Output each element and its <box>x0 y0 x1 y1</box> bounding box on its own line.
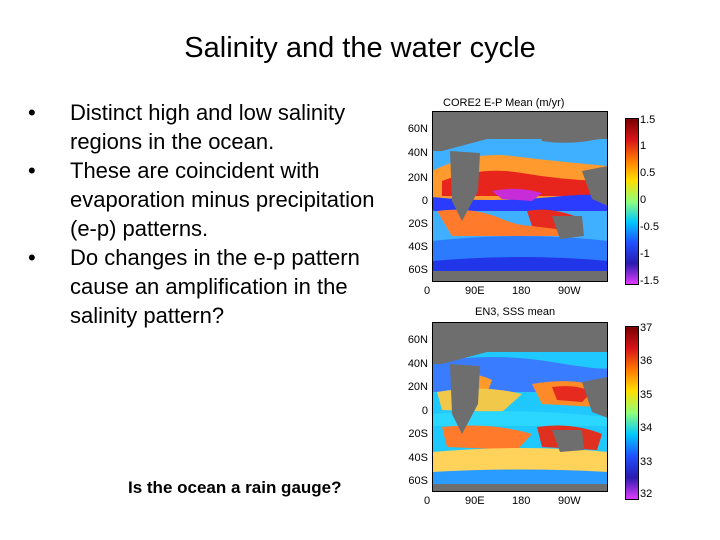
bullet-dot: • <box>28 158 36 183</box>
sss-map-title: EN3, SSS mean <box>475 306 556 318</box>
lon-label: 90W <box>558 495 581 507</box>
colorbar-tick: 33 <box>640 456 653 468</box>
ep-colorbar <box>625 118 639 285</box>
colorbar-tick: -0.5 <box>640 221 659 233</box>
colorbar-tick: 32 <box>640 488 653 500</box>
lat-label: 60N <box>407 334 428 346</box>
colorbar-tick: -1.5 <box>640 275 659 287</box>
ep-map-title: CORE2 E-P Mean (m/yr) <box>443 97 565 109</box>
colorbar-tick: 36 <box>640 355 653 367</box>
sss-colorbar <box>625 326 639 500</box>
colorbar-tick: 34 <box>640 422 653 434</box>
rain-gauge-question: Is the ocean a rain gauge? <box>128 478 342 497</box>
bullet-dot: • <box>28 245 36 270</box>
lat-label: 0 <box>421 405 428 417</box>
bullet-list: • Distinct high and low salinity regions … <box>28 98 398 330</box>
bullet-text: Do changes in the e-p pattern cause an a… <box>70 245 360 328</box>
bullet-item: • Distinct high and low salinity regions … <box>28 98 398 156</box>
bullet-item: • Do changes in the e-p pattern cause an … <box>28 243 398 330</box>
colorbar-tick: 35 <box>640 389 653 401</box>
lat-label: 40S <box>408 452 428 464</box>
colorbar-tick: 1 <box>640 140 647 152</box>
bullet-text: These are coincident with evaporation mi… <box>70 158 375 241</box>
lat-label: 60S <box>408 264 428 276</box>
lon-label: 0 <box>424 495 431 507</box>
sss-map <box>432 322 608 492</box>
colorbar-tick: 0.5 <box>640 167 656 179</box>
lon-label: 180 <box>512 285 531 297</box>
lon-label: 180 <box>512 495 531 507</box>
lat-label: 40N <box>407 358 428 370</box>
bullet-item: • These are coincident with evaporation m… <box>28 156 398 243</box>
lat-label: 20N <box>407 172 428 184</box>
lon-label: 0 <box>424 285 431 297</box>
lon-label: 90E <box>465 285 485 297</box>
lat-label: 60S <box>408 475 428 487</box>
slide-title: Salinity and the water cycle <box>184 32 536 64</box>
lat-label: 20N <box>407 381 428 393</box>
colorbar-tick: 0 <box>640 194 647 206</box>
colorbar-tick: 37 <box>640 322 653 334</box>
lat-label: 40S <box>408 241 428 253</box>
bullet-dot: • <box>28 100 36 125</box>
lon-label: 90E <box>465 495 485 507</box>
ep-map <box>432 111 608 282</box>
lon-label: 90W <box>558 285 581 297</box>
colorbar-tick: 1.5 <box>640 114 656 126</box>
bullet-text: Distinct high and low salinity regions i… <box>70 100 346 154</box>
lat-label: 60N <box>407 123 428 135</box>
lat-label: 20S <box>408 428 428 440</box>
lat-label: 40N <box>407 147 428 159</box>
lat-label: 20S <box>408 218 428 230</box>
colorbar-tick: -1 <box>640 248 650 260</box>
lat-label: 0 <box>421 195 428 207</box>
